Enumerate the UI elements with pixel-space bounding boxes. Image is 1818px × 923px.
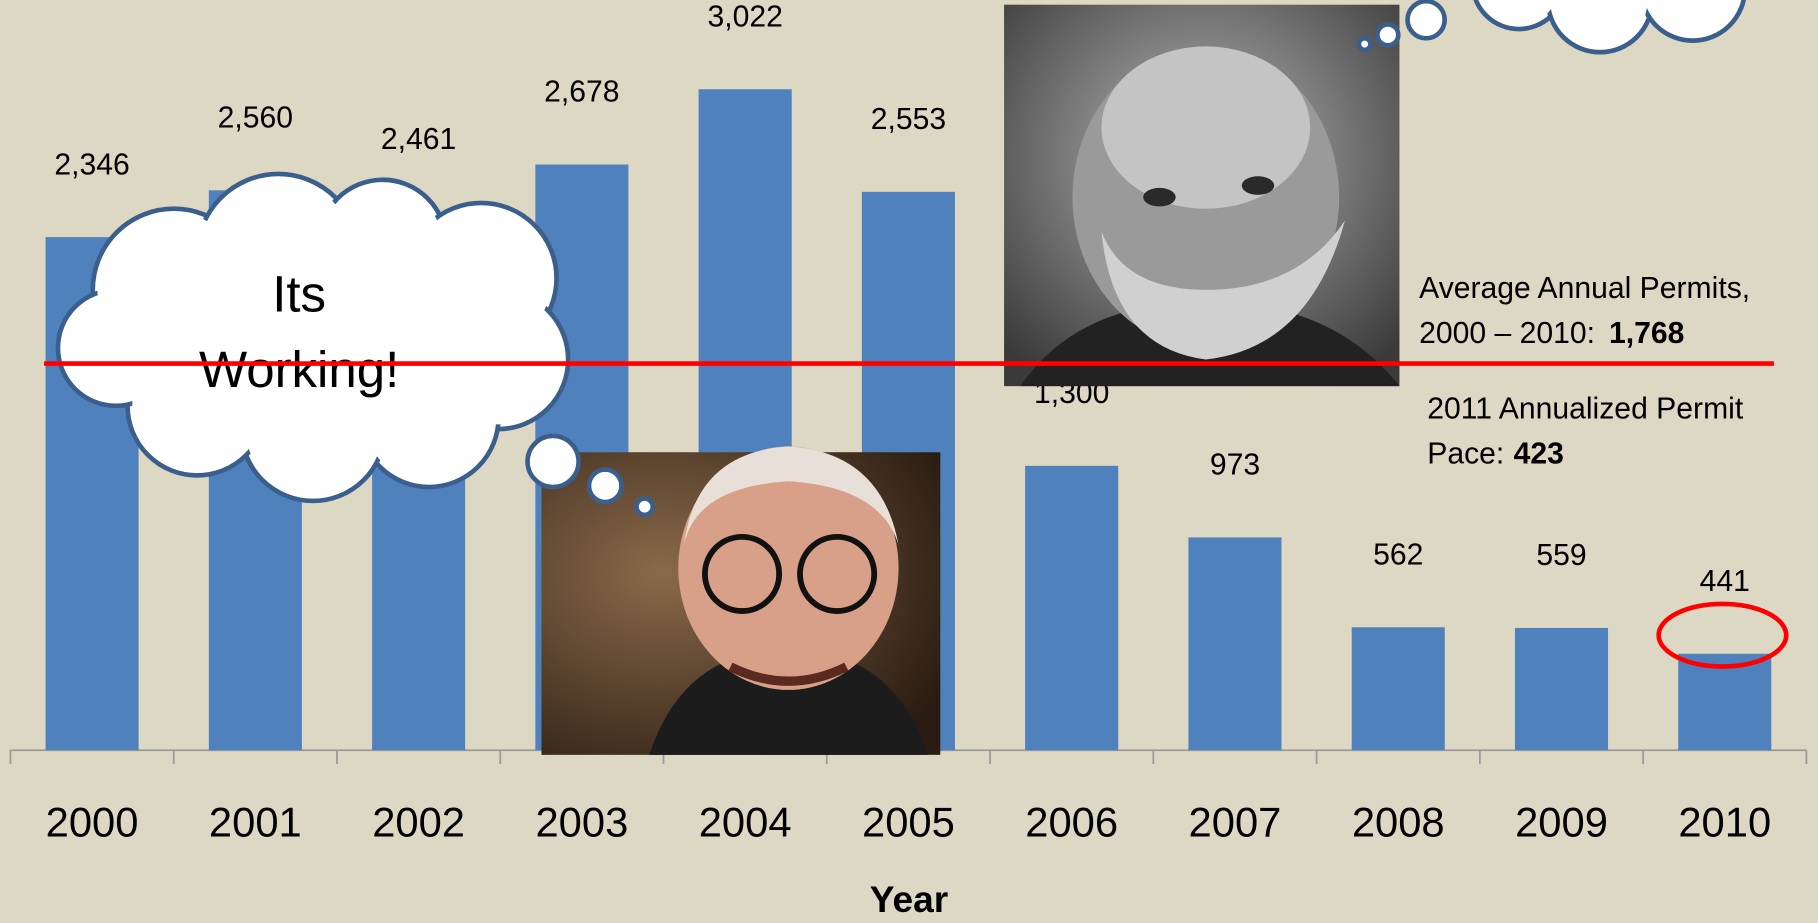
value-label: 2,346 [54,148,129,181]
thought-cloud-top [1356,0,1747,55]
x-tick-label: 2003 [535,799,628,846]
bar [1351,627,1445,751]
value-label: 2,560 [218,102,293,135]
bar [1025,465,1119,751]
value-label: 2,461 [381,123,456,156]
x-tick-label: 2000 [46,799,139,846]
average-text: Average Annual Permits, [1419,272,1750,305]
x-tick-label: 2001 [209,799,302,846]
top-layer [44,361,1789,669]
value-label: 3,022 [707,1,782,34]
pace-text: Pace: 423 [1427,438,1564,471]
x-tick-label: 2004 [699,799,792,846]
x-tick-label: 2008 [1352,799,1445,846]
bar [1188,537,1282,751]
x-axis-title: Year [870,878,948,920]
value-label: 2,553 [871,103,946,136]
average-value: 1,768 [1609,317,1684,350]
x-tick-label: 2005 [862,799,955,846]
pace-value: 423 [1514,438,1564,471]
cloud-text: Working! [199,341,399,398]
thought-cloud [55,171,656,518]
value-label: 562 [1373,539,1423,572]
highlight-ellipse [1656,601,1789,669]
value-label: 2,678 [544,76,619,109]
value-label: 441 [1700,565,1750,598]
x-tick-label: 2009 [1515,799,1608,846]
bar [1678,653,1772,751]
value-label: 973 [1210,449,1260,482]
pace-text: 2011 Annualized Permit [1427,392,1744,425]
x-tick-label: 2007 [1189,799,1282,846]
x-tick-label: 2002 [372,799,465,846]
x-tick-label: 2010 [1678,799,1771,846]
average-text: 2000 – 2010: [1419,317,1595,350]
cloud-text: Its [272,265,326,322]
pace-text: Pace: [1427,438,1504,471]
average-text: 2000 – 2010: 1,768 [1419,317,1684,350]
bar [1514,627,1609,751]
x-tick-label: 2006 [1025,799,1118,846]
photo-bernanke [1004,4,1400,387]
value-label: 559 [1536,539,1586,572]
